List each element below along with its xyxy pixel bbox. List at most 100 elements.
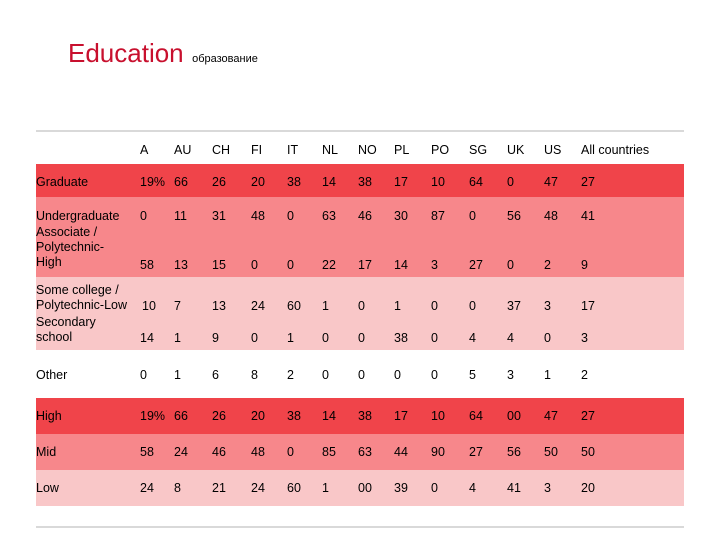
table-cell: 0 [431, 368, 438, 382]
table-cell: 56 [507, 209, 521, 223]
table-cell: 24 [140, 481, 154, 495]
table-cell: 1 [394, 299, 401, 313]
table-cell: 1 [287, 331, 294, 345]
table-cell: 4 [507, 331, 514, 345]
table-cell: 0 [507, 258, 514, 272]
table-cell: 64 [469, 409, 483, 423]
table-cell: 14 [322, 175, 336, 189]
table-cell: 00 [358, 481, 372, 495]
table-cell: 0 [251, 258, 258, 272]
table-cell: 9 [212, 331, 219, 345]
table-cell: 20 [581, 481, 595, 495]
table-cell: 27 [469, 445, 483, 459]
table-cell: 11 [174, 209, 187, 223]
table-cell: 3 [581, 331, 588, 345]
col-header: US [544, 143, 562, 157]
table-row: Some college / Polytechnic-Low 10 7 13 2… [36, 277, 684, 350]
table-cell: 8 [174, 481, 181, 495]
table-cell: 47 [544, 409, 558, 423]
row-label: Undergraduate [36, 209, 120, 223]
col-header: NL [322, 143, 338, 157]
row-label: Low [36, 481, 59, 495]
table-cell: 21 [212, 481, 226, 495]
col-header: FI [251, 143, 263, 157]
table-cell: 41 [507, 481, 521, 495]
table-cell: 14 [394, 258, 408, 272]
table-cell: 50 [581, 445, 595, 459]
table-cell: 14 [140, 331, 154, 345]
table-cell: 0 [394, 368, 401, 382]
table-cell: 0 [287, 258, 294, 272]
table-cell: 0 [251, 331, 258, 345]
table-cell: 30 [394, 209, 408, 223]
table-cell: 20 [251, 409, 265, 423]
table-cell: 17 [394, 409, 408, 423]
table-cell: 26 [212, 409, 226, 423]
table-cell: 0 [358, 331, 365, 345]
table-cell: 0 [287, 209, 294, 223]
table-cell: 7 [174, 299, 181, 313]
table-cell: 0 [431, 331, 438, 345]
table-cell: 0 [544, 331, 551, 345]
table-cell: 60 [287, 299, 301, 313]
table-cell: 9 [581, 258, 588, 272]
table-cell: 38 [358, 175, 372, 189]
table-cell: 58 [140, 258, 154, 272]
table-header-row: A AU CH FI IT NL NO PL PO SG UK US All c… [36, 132, 684, 164]
table-cell: 26 [212, 175, 226, 189]
table-cell: 4 [469, 481, 476, 495]
top-rule [36, 130, 684, 132]
table-cell: 17 [581, 299, 595, 313]
table-cell: 46 [358, 209, 372, 223]
table-cell: 6 [212, 368, 219, 382]
table-cell: 31 [212, 209, 226, 223]
table-cell: 0 [140, 209, 147, 223]
table-cell: 1 [322, 299, 329, 313]
table-cell: 24 [174, 445, 188, 459]
table-cell: 1 [174, 331, 181, 345]
table-cell: 2 [544, 258, 551, 272]
table-cell: 22 [322, 258, 336, 272]
table-cell: 8 [251, 368, 258, 382]
row-label-line: High [36, 255, 62, 269]
row-label-line: Polytechnic-Low [36, 298, 128, 312]
table-cell: 85 [322, 445, 336, 459]
table-row: Mid 58 24 46 48 0 85 63 44 90 27 56 50 5… [36, 434, 684, 470]
table-cell: 0 [431, 299, 438, 313]
table-cell: 3 [431, 258, 438, 272]
title-main: Education [68, 38, 184, 68]
title-subtitle: образование [192, 53, 258, 65]
row-label: Mid [36, 445, 57, 459]
table-row: Undergraduate 0 11 31 48 0 63 46 30 87 0… [36, 197, 684, 277]
col-header: AU [174, 143, 192, 157]
table-cell: 5 [469, 368, 476, 382]
table-row: High 19% 66 26 20 38 14 38 17 10 64 00 4… [36, 398, 684, 434]
table-cell: 0 [140, 368, 147, 382]
table-cell: 20 [251, 175, 265, 189]
row-label: Graduate [36, 175, 89, 189]
table-cell: 4 [469, 331, 476, 345]
table-cell: 48 [251, 445, 265, 459]
table-cell: 27 [581, 175, 595, 189]
table-cell: 66 [174, 409, 188, 423]
table-row: Other 0 1 6 8 2 0 0 0 0 5 3 1 2 [36, 350, 684, 390]
table-cell: 24 [251, 299, 265, 313]
table-cell: 19% [140, 175, 166, 189]
table-cell: 63 [322, 209, 336, 223]
table-cell: 39 [394, 481, 408, 495]
row-label-line: Some college / [36, 283, 119, 297]
table-cell: 1 [322, 481, 329, 495]
row-label: High [36, 409, 62, 423]
table-cell: 0 [469, 209, 476, 223]
table-cell: 2 [581, 368, 588, 382]
table-cell: 38 [287, 175, 301, 189]
col-header: NO [358, 143, 377, 157]
table-cell: 17 [358, 258, 372, 272]
col-header: A [140, 143, 149, 157]
table-cell: 87 [431, 209, 445, 223]
table-cell: 10 [142, 299, 156, 313]
table-cell: 15 [212, 258, 226, 272]
col-header: PO [431, 143, 450, 157]
table-cell: 27 [581, 409, 595, 423]
col-header: IT [287, 143, 299, 157]
